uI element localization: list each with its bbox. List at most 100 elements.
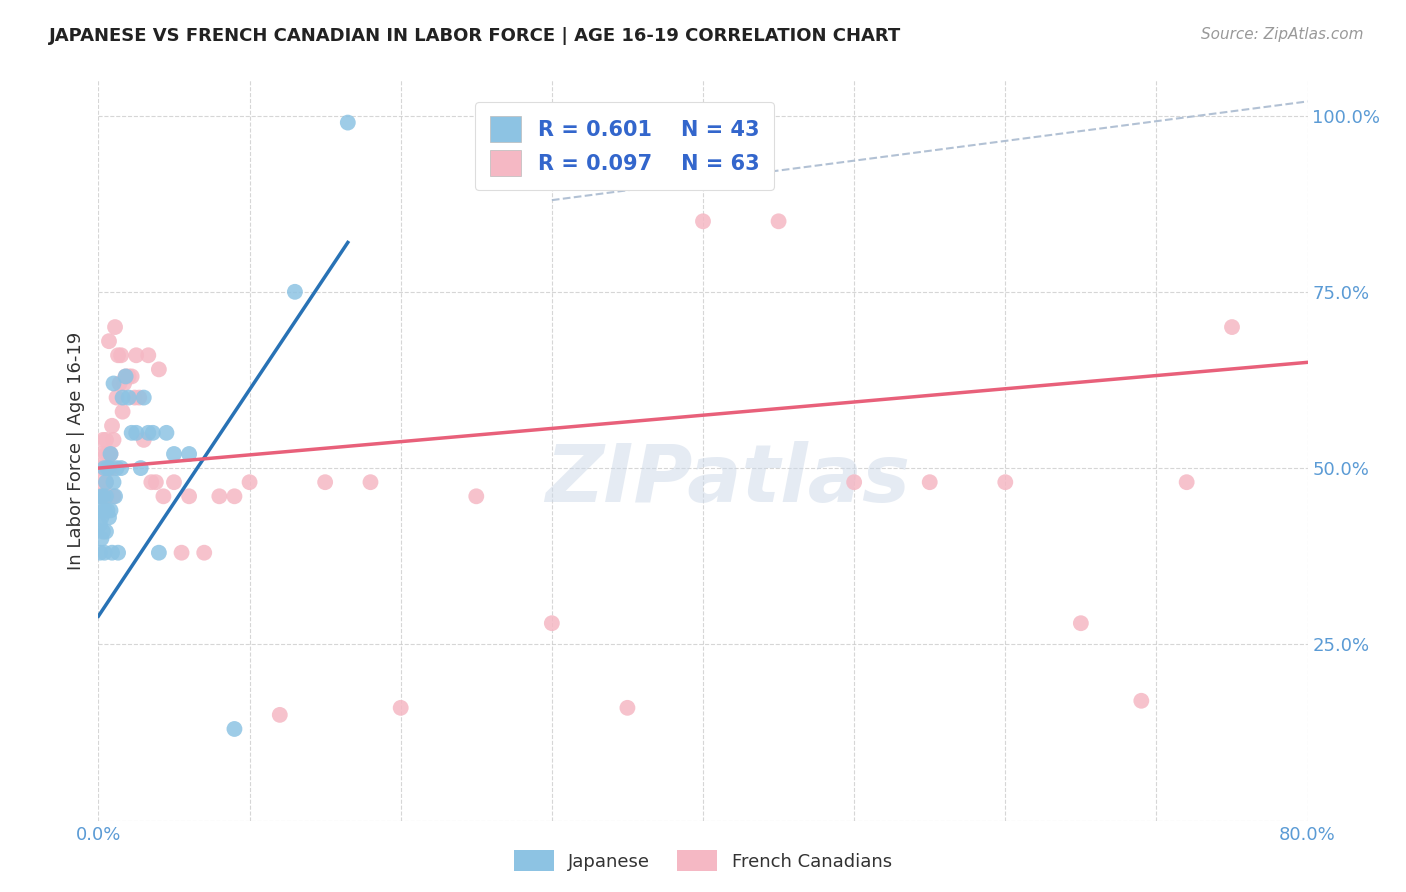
Point <box>918 475 941 490</box>
Point <box>91 461 114 475</box>
Point <box>107 348 129 362</box>
Point <box>90 489 112 503</box>
Point <box>239 475 262 490</box>
Point <box>101 418 124 433</box>
Point <box>89 503 111 517</box>
Point <box>90 447 112 461</box>
Point <box>224 722 246 736</box>
Point <box>108 376 131 391</box>
Point <box>129 461 152 475</box>
Point <box>90 532 112 546</box>
Point <box>91 489 114 503</box>
Point <box>121 369 143 384</box>
Point <box>155 425 177 440</box>
Point <box>136 425 159 440</box>
Point <box>163 447 186 461</box>
Point <box>96 461 118 475</box>
Text: Source: ZipAtlas.com: Source: ZipAtlas.com <box>1201 27 1364 42</box>
Point <box>148 362 170 376</box>
Point <box>93 461 115 475</box>
Point <box>103 489 125 503</box>
Point <box>112 376 135 391</box>
Point <box>118 391 141 405</box>
Point <box>170 546 193 560</box>
Point <box>389 701 412 715</box>
Point <box>96 503 118 517</box>
Point <box>142 425 165 440</box>
Point <box>90 510 112 524</box>
Point <box>132 433 155 447</box>
Point <box>110 461 132 475</box>
Point <box>179 447 201 461</box>
Point <box>89 461 111 475</box>
Point <box>269 707 291 722</box>
Point <box>105 391 128 405</box>
Point <box>91 433 114 447</box>
Point <box>98 461 121 475</box>
Point <box>136 348 159 362</box>
Point <box>90 475 112 490</box>
Y-axis label: In Labor Force | Age 16-19: In Labor Force | Age 16-19 <box>66 331 84 570</box>
Point <box>314 475 336 490</box>
Point <box>121 425 143 440</box>
Point <box>1130 694 1153 708</box>
Point <box>89 517 111 532</box>
Point <box>336 115 359 129</box>
Point <box>193 546 215 560</box>
Point <box>101 461 124 475</box>
Point <box>98 510 121 524</box>
Point <box>1175 475 1198 490</box>
Point <box>616 701 638 715</box>
Point <box>465 489 488 503</box>
Point <box>104 320 127 334</box>
Point <box>132 391 155 405</box>
Point <box>94 475 117 490</box>
Point <box>93 546 115 560</box>
Point <box>125 348 148 362</box>
Point <box>128 391 150 405</box>
Point <box>141 475 163 490</box>
Point <box>284 285 307 299</box>
Point <box>91 524 114 539</box>
Point <box>100 447 122 461</box>
Point <box>111 391 134 405</box>
Point <box>103 433 125 447</box>
Point <box>110 348 132 362</box>
Point <box>118 369 141 384</box>
Point <box>101 546 124 560</box>
Point <box>208 489 231 503</box>
Point <box>692 214 714 228</box>
Legend: Japanese, French Canadians: Japanese, French Canadians <box>508 843 898 879</box>
Point <box>179 489 201 503</box>
Point <box>104 489 127 503</box>
Point <box>148 546 170 560</box>
Point <box>93 461 115 475</box>
Point <box>844 475 866 490</box>
Point <box>163 475 186 490</box>
Legend: R = 0.601    N = 43, R = 0.097    N = 63: R = 0.601 N = 43, R = 0.097 N = 63 <box>475 102 773 190</box>
Point <box>145 475 167 490</box>
Point <box>105 461 128 475</box>
Point <box>994 475 1017 490</box>
Point <box>224 489 246 503</box>
Point <box>94 475 117 490</box>
Point <box>540 616 562 631</box>
Point <box>93 489 115 503</box>
Point <box>111 405 134 419</box>
Point <box>103 376 125 391</box>
Point <box>1070 616 1092 631</box>
Point <box>89 546 111 560</box>
Point <box>98 447 121 461</box>
Point <box>98 334 121 348</box>
Point <box>124 391 146 405</box>
Point <box>103 475 125 490</box>
Text: ZIPatlas: ZIPatlas <box>544 441 910 519</box>
Point <box>114 369 136 384</box>
Point <box>100 461 122 475</box>
Point <box>96 489 118 503</box>
Point <box>96 461 118 475</box>
Point <box>94 433 117 447</box>
Point <box>94 489 117 503</box>
Point <box>100 447 122 461</box>
Point <box>89 489 111 503</box>
